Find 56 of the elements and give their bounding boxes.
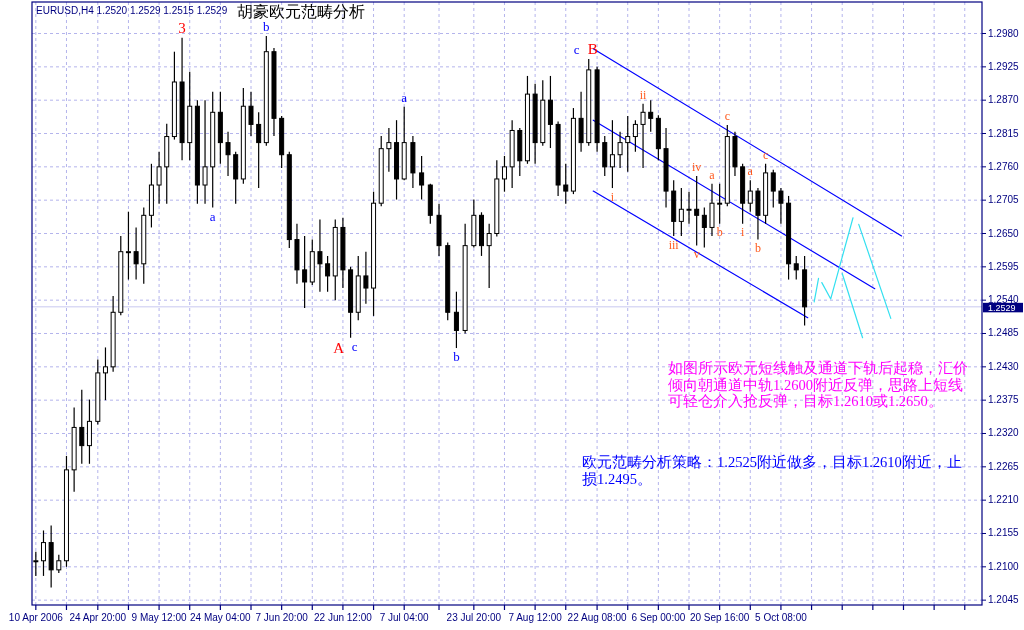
chart-subtitle: EURUSD,H4 1.2520 1.2529 1.2515 1.2529: [36, 5, 228, 16]
y-tick-label: 1.2320: [988, 427, 1020, 439]
annotation: a: [709, 167, 716, 182]
x-tick-label: 7 Jun 20:00: [255, 612, 309, 623]
annotation: b: [754, 241, 761, 256]
x-tick-label: 5 Oct 08:00: [755, 612, 808, 623]
x-tick-label: 7 Aug 12:00: [508, 612, 563, 623]
annotation: a: [209, 208, 216, 224]
annotation: 欧元范畴分析策略：1.2525附近做多，目标1.2610附近，止损1.2495。: [582, 454, 962, 487]
annotation: b: [716, 225, 723, 240]
y-tick-label: 1.2650: [988, 227, 1020, 239]
x-tick-label: 22 Jun 12:00: [314, 612, 373, 623]
annotation: c: [573, 41, 580, 57]
y-tick-label: 1.2980: [988, 27, 1020, 39]
annotation: 如图所示欧元短线触及通道下轨后起稳，汇价倾向朝通道中轨1.2600附近反弹，思路上短线可轻仓介入抢反弹，目标1.2610或1.2650。: [668, 360, 968, 409]
x-tick-label: 24 Apr 20:00: [69, 612, 127, 623]
x-tick-label: 22 Aug 08:00: [567, 612, 627, 623]
annotation: a: [747, 164, 754, 179]
y-tick-label: 1.2485: [988, 327, 1020, 339]
y-tick-label: 1.2540: [988, 294, 1020, 306]
x-tick-label: 6 Sep 00:00: [631, 612, 686, 623]
x-tick-label: 10 Apr 2006: [8, 612, 64, 623]
annotation: b: [263, 18, 270, 34]
annotation: c: [351, 339, 358, 355]
y-tick-label: 1.2815: [988, 127, 1020, 139]
annotation: a: [401, 89, 408, 105]
ref-line-label: 1.2529: [988, 303, 1016, 314]
annotation: iii: [668, 237, 680, 252]
annotation: ii: [639, 87, 648, 102]
annotation: B: [587, 40, 598, 57]
annotation: A: [333, 339, 345, 356]
y-tick-label: 1.2100: [988, 560, 1020, 572]
y-tick-label: 1.2375: [988, 394, 1020, 406]
x-tick-label: 23 Jul 20:00: [446, 612, 502, 623]
x-tick-label: 9 May 12:00: [131, 612, 188, 623]
annotation: i: [740, 225, 745, 240]
y-tick-label: 1.2760: [988, 160, 1020, 172]
y-tick-label: 1.2430: [988, 360, 1020, 372]
y-tick-label: 1.2705: [988, 194, 1020, 206]
y-tick-label: 1.2870: [988, 94, 1020, 106]
annotation: c: [724, 109, 730, 124]
chart-title: 胡豪欧元范畴分析: [237, 3, 366, 20]
y-tick-label: 1.2210: [988, 494, 1020, 506]
annotation: 3: [178, 19, 186, 36]
annotation: i: [610, 189, 615, 204]
y-tick-label: 1.2045: [988, 594, 1020, 606]
y-tick-label: 1.2595: [988, 260, 1020, 272]
x-tick-label: 20 Sep 16:00: [689, 612, 750, 623]
annotation: b: [453, 349, 460, 365]
y-tick-label: 1.2155: [988, 527, 1020, 539]
annotation: iv: [692, 159, 702, 174]
x-tick-label: 7 Jul 04:00: [379, 612, 430, 623]
y-tick-label: 1.2925: [988, 60, 1020, 72]
y-tick-label: 1.2265: [988, 460, 1020, 472]
x-tick-label: 24 May 04:00: [190, 612, 252, 623]
annotation: c: [762, 147, 769, 162]
